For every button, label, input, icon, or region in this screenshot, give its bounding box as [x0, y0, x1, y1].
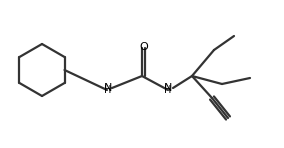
Text: H: H: [164, 85, 172, 95]
Text: N: N: [104, 83, 112, 93]
Text: N: N: [164, 83, 172, 93]
Text: H: H: [104, 85, 112, 95]
Text: O: O: [139, 42, 148, 52]
